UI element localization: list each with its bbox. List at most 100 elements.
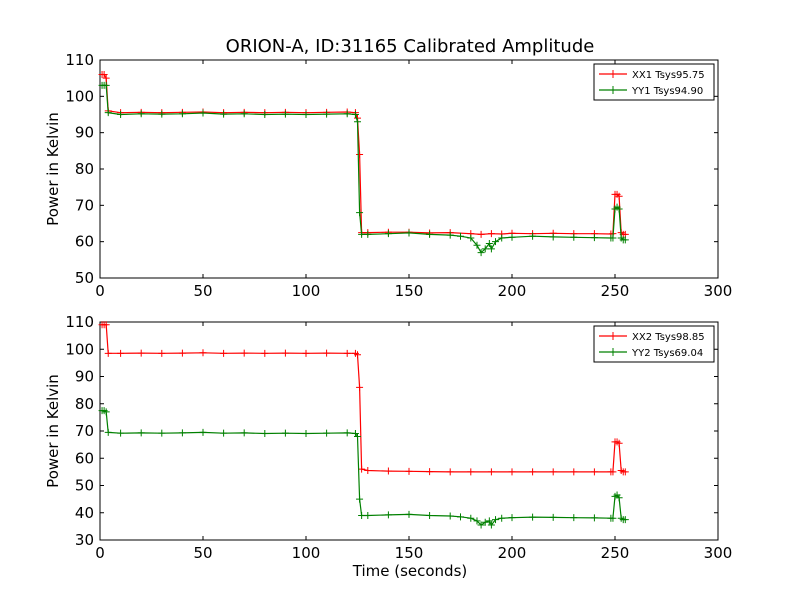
y-tick-label: 90 — [75, 124, 94, 142]
data-point — [615, 494, 623, 502]
data-point — [302, 111, 310, 118]
data-point — [549, 233, 557, 241]
y-tick-label: 100 — [65, 87, 94, 105]
x-tick-label: 200 — [498, 282, 527, 300]
data-point — [508, 514, 516, 522]
data-point — [621, 236, 629, 244]
data-point — [302, 429, 310, 437]
data-point — [477, 249, 485, 257]
data-point — [384, 511, 392, 519]
data-point — [570, 233, 578, 241]
data-point — [467, 468, 475, 476]
data-point — [356, 150, 364, 158]
data-point — [178, 110, 186, 118]
data-point — [104, 109, 112, 117]
data-point — [102, 321, 110, 329]
x-tick-label: 300 — [704, 282, 733, 300]
data-point — [485, 239, 493, 247]
data-point — [117, 111, 125, 118]
data-point — [457, 513, 464, 521]
data-point — [117, 349, 125, 357]
data-point — [261, 349, 269, 357]
data-point — [158, 349, 166, 357]
x-axis-label: Time (seconds) — [352, 562, 468, 580]
data-point — [384, 467, 392, 475]
data-point — [405, 229, 413, 237]
x-tick-label: 50 — [193, 282, 212, 300]
data-point — [492, 238, 500, 246]
data-point — [199, 349, 207, 357]
y-tick-label: 70 — [75, 422, 94, 440]
data-point — [104, 428, 112, 436]
data-point — [570, 514, 578, 522]
data-point — [508, 233, 516, 241]
data-point — [261, 429, 269, 437]
data-point — [529, 468, 537, 476]
data-point — [281, 110, 289, 118]
legend-label: YY1 Tsys94.90 — [631, 86, 703, 97]
data-point — [485, 517, 493, 525]
data-point — [137, 349, 145, 357]
data-point — [446, 468, 454, 476]
x-tick-label: 100 — [292, 544, 321, 562]
data-point — [508, 468, 516, 476]
data-point — [323, 429, 331, 437]
y-tick-label: 60 — [75, 449, 94, 467]
data-point — [615, 192, 623, 200]
x-tick-label: 250 — [601, 544, 630, 562]
y-tick-label: 30 — [75, 531, 94, 549]
data-point — [178, 429, 186, 437]
data-point — [570, 468, 578, 476]
data-point — [529, 513, 537, 521]
data-point — [323, 110, 331, 118]
data-point — [104, 349, 112, 357]
data-point — [354, 351, 361, 359]
data-point — [220, 349, 228, 357]
x-tick-label: 150 — [395, 544, 424, 562]
x-tick-label: 100 — [292, 282, 321, 300]
y-tick-label: 80 — [75, 160, 94, 178]
data-point — [351, 111, 359, 118]
legend-marker — [609, 348, 617, 356]
figure-title: ORION-A, ID:31165 Calibrated Amplitude — [226, 36, 595, 57]
data-point — [358, 230, 366, 238]
data-point — [549, 468, 557, 476]
data-point — [477, 521, 485, 529]
data-point — [621, 468, 629, 476]
x-tick-label: 0 — [95, 544, 105, 562]
data-point — [481, 518, 489, 526]
data-point — [487, 245, 495, 253]
data-point — [384, 230, 392, 238]
data-point — [498, 514, 506, 522]
data-point — [220, 110, 228, 118]
data-point — [590, 514, 598, 522]
data-point — [621, 516, 629, 524]
data-point — [220, 429, 228, 437]
data-point — [358, 511, 366, 519]
data-point — [261, 111, 269, 118]
data-point — [457, 232, 464, 240]
data-point — [487, 468, 495, 476]
data-point — [178, 349, 186, 357]
y-tick-label: 70 — [75, 196, 94, 214]
data-point — [102, 74, 110, 82]
y-tick-label: 80 — [75, 395, 94, 413]
y-tick-label: 110 — [65, 313, 94, 331]
data-point — [364, 511, 372, 519]
data-point — [364, 467, 372, 475]
data-point — [240, 429, 248, 437]
data-point — [590, 468, 598, 476]
y-tick-label: 50 — [75, 269, 94, 287]
data-point — [343, 349, 351, 357]
legend-marker — [609, 70, 617, 78]
data-point — [354, 432, 361, 440]
x-tick-label: 300 — [704, 544, 733, 562]
data-point — [323, 349, 331, 357]
data-point — [426, 230, 434, 238]
data-point — [473, 241, 481, 249]
data-point — [487, 230, 495, 238]
data-point — [609, 468, 617, 476]
y-tick-label: 40 — [75, 504, 94, 522]
y-tick-label: 60 — [75, 233, 94, 251]
data-point — [473, 517, 481, 525]
